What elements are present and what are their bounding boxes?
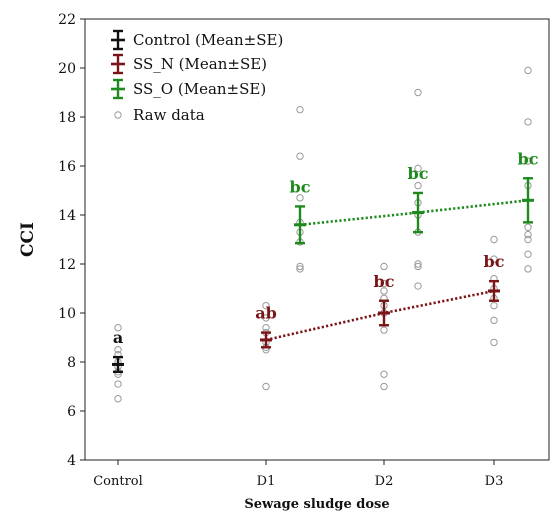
raw-data-point	[524, 235, 532, 244]
significance-letter: bc	[408, 164, 429, 183]
raw-data-point	[524, 157, 532, 165]
raw-data-point	[524, 66, 532, 75]
legend-entry: SS_N (Mean±SE)	[111, 53, 267, 75]
legend-entry: Raw data	[114, 106, 205, 124]
y-tick-label: 12	[58, 257, 76, 273]
legend-label: SS_N (Mean±SE)	[133, 55, 267, 73]
raw-data-point	[414, 164, 422, 173]
significance-letter: a	[113, 328, 123, 347]
raw-data-point	[524, 230, 532, 239]
raw-data-point	[414, 282, 422, 290]
raw-data-point	[262, 314, 270, 322]
raw-data-point	[414, 260, 422, 268]
error-bar	[522, 177, 534, 224]
legend-swatch-point	[114, 111, 122, 119]
significance-letter: bc	[518, 149, 539, 168]
axes: 4 6 8 10 12 14 16 18 20 22 Control D1 D2 D3	[58, 12, 550, 489]
legend-entry: SS_O (Mean±SE)	[111, 78, 266, 100]
error-bar	[112, 355, 124, 373]
x-axis-title: Sewage sludge dose	[244, 497, 389, 512]
significance-letter: bc	[484, 252, 505, 271]
raw-data-point	[380, 287, 388, 295]
raw-data-point	[524, 118, 532, 126]
series-1: ab bc bc	[255, 235, 505, 391]
significance-letter: bc	[290, 177, 311, 196]
raw-data-point	[296, 152, 304, 160]
y-tick-label: 18	[58, 110, 76, 126]
plot-frame	[84, 18, 550, 461]
y-tick-label: 8	[67, 355, 76, 371]
x-tick-label: D3	[485, 474, 504, 489]
y-tick-label: 22	[58, 12, 76, 28]
chart-marks: a ab bc bc bc bc bc	[112, 66, 539, 403]
raw-data-point	[414, 181, 422, 190]
raw-data-point	[490, 338, 498, 347]
raw-data-point	[114, 346, 122, 354]
raw-data-point	[262, 324, 270, 332]
raw-data-point	[524, 250, 532, 258]
raw-data-point	[380, 279, 388, 288]
error-bar	[488, 279, 500, 302]
error-bar	[260, 331, 272, 349]
error-bar	[412, 191, 424, 234]
raw-data-point	[380, 326, 388, 334]
y-tick-label: 6	[67, 404, 76, 420]
raw-data-point	[262, 382, 270, 391]
series-2: bc bc bc	[290, 66, 539, 290]
legend-label: SS_O (Mean±SE)	[133, 80, 266, 98]
raw-data-point	[296, 262, 304, 271]
raw-data-point	[490, 301, 498, 310]
trend-line	[265, 289, 495, 342]
raw-data-point	[490, 316, 498, 325]
raw-data-point	[414, 262, 422, 271]
raw-data-point	[296, 194, 304, 202]
x-tick-label: Control	[93, 474, 143, 489]
raw-data-point	[296, 265, 304, 273]
raw-data-point	[262, 301, 270, 310]
y-tick-label: 20	[58, 61, 76, 77]
y-tick-label: 16	[58, 159, 76, 175]
raw-data-point	[490, 255, 498, 263]
raw-data-point	[296, 105, 304, 114]
raw-data-point	[114, 380, 122, 388]
raw-data-point	[414, 88, 422, 97]
raw-data-point	[380, 370, 388, 378]
raw-data-point	[490, 235, 498, 244]
error-bar	[378, 299, 390, 327]
legend-label: Raw data	[133, 106, 205, 124]
raw-data-point	[114, 324, 122, 332]
raw-data-point	[380, 382, 388, 391]
raw-data-point	[380, 262, 388, 271]
x-tick-label: D2	[375, 474, 394, 489]
significance-letter: bc	[374, 272, 395, 291]
legend-label: Control (Mean±SE)	[133, 31, 283, 49]
series-0: a	[112, 324, 124, 403]
y-tick-label: 10	[58, 306, 76, 322]
raw-data-point	[114, 395, 122, 403]
raw-data-point	[524, 223, 532, 231]
y-tick-label: 4	[67, 453, 76, 469]
legend: Control (Mean±SE) SS_N (Mean±SE) SS_O (Mea…	[111, 29, 283, 124]
significance-letter: ab	[255, 304, 277, 323]
error-bar	[294, 205, 306, 245]
raw-data-point	[524, 265, 532, 273]
y-axis-title: CCI	[18, 222, 38, 257]
x-tick-label: D1	[257, 474, 276, 489]
legend-entry: Control (Mean±SE)	[111, 29, 283, 51]
y-tick-label: 14	[58, 208, 76, 224]
